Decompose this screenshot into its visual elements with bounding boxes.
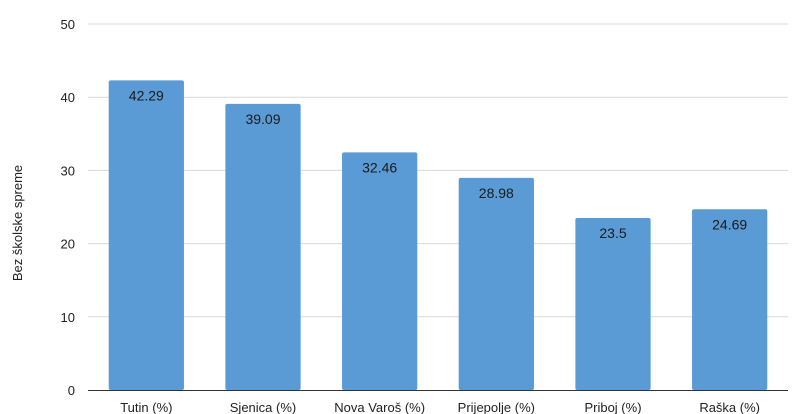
bar-group <box>692 209 768 390</box>
x-tick-label: Raška (%) <box>699 400 760 414</box>
bar <box>342 152 418 390</box>
data-labels: 42.29 39.09 32.46 28.98 23.5 24.69 <box>129 87 748 241</box>
y-tick-label: 0 <box>68 383 75 398</box>
y-tick-label: 40 <box>61 90 75 105</box>
bars <box>108 80 768 391</box>
gridlines <box>88 23 788 318</box>
y-tick-label: 10 <box>61 310 75 325</box>
y-tick-label: 30 <box>61 163 75 178</box>
y-tick-label: 50 <box>61 17 75 32</box>
bar <box>692 209 768 390</box>
bar-group <box>458 177 534 390</box>
data-label: 24.69 <box>712 216 747 232</box>
data-label: 39.09 <box>245 111 280 127</box>
bar <box>458 177 534 390</box>
y-axis-ticks: 0 10 20 30 40 50 <box>61 17 75 398</box>
y-axis-title: Bez školske spreme <box>10 165 25 281</box>
bar <box>108 80 184 391</box>
x-axis-ticks: Tutin (%) Sjenica (%) Nova Varoš (%) Prijep… <box>120 400 760 414</box>
bar-group <box>108 80 184 391</box>
data-label: 23.5 <box>599 225 626 241</box>
data-label: 32.46 <box>362 159 397 175</box>
x-tick-label: Nova Varoš (%) <box>334 400 425 414</box>
x-tick-label: Tutin (%) <box>120 400 172 414</box>
bar-group <box>225 103 301 390</box>
data-label: 28.98 <box>479 185 514 201</box>
x-tick-label: Prijepolje (%) <box>458 400 535 414</box>
x-tick-label: Priboj (%) <box>584 400 641 414</box>
bar-group <box>342 152 418 390</box>
bar <box>575 217 651 390</box>
bar-group <box>575 217 651 390</box>
bar <box>225 103 301 390</box>
data-label: 42.29 <box>129 87 164 103</box>
y-tick-label: 20 <box>61 237 75 252</box>
x-tick-label: Sjenica (%) <box>230 400 296 414</box>
